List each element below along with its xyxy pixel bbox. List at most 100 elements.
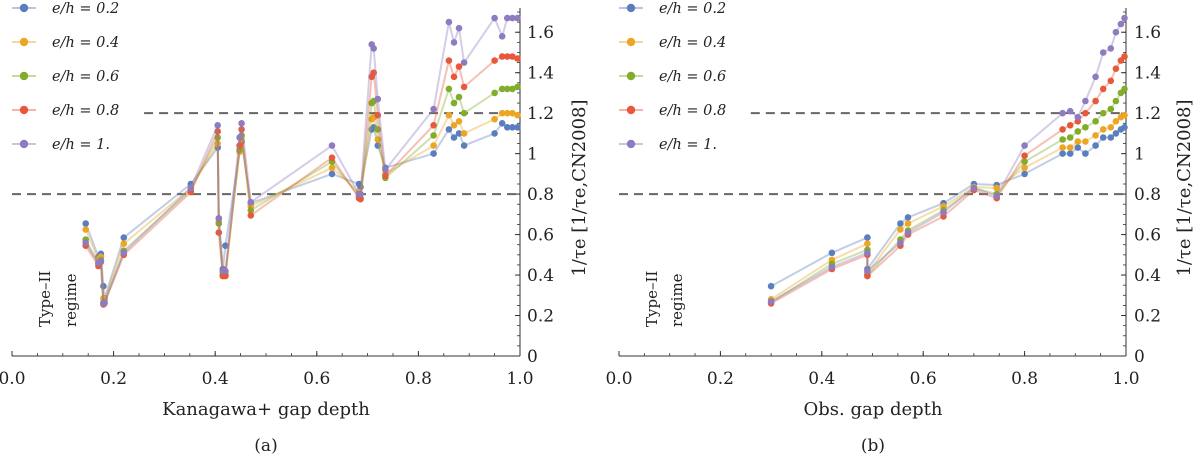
series-4 — [767, 53, 1128, 307]
data-point — [1121, 124, 1128, 131]
data-point — [1112, 28, 1120, 36]
data-point — [238, 120, 245, 127]
data-point — [215, 215, 223, 222]
data-point — [1121, 111, 1128, 119]
legend-item: e/h = 1. — [12, 137, 110, 153]
regime-label-line-2: regime — [668, 273, 686, 327]
legend-swatch-marker — [19, 139, 29, 149]
data-point — [491, 14, 498, 22]
data-point — [509, 109, 516, 117]
data-point — [1021, 158, 1028, 165]
legend-item: e/h = 0.6 — [12, 69, 119, 85]
data-point — [382, 172, 389, 180]
data-point — [236, 134, 243, 141]
data-point — [370, 45, 378, 52]
data-point — [445, 85, 453, 93]
data-point — [82, 239, 89, 246]
data-point — [247, 207, 255, 214]
legend-swatch-marker — [19, 71, 29, 81]
data-point — [455, 130, 463, 137]
data-point — [357, 190, 364, 198]
data-point — [993, 192, 1000, 200]
data-point — [940, 209, 947, 216]
y-tick-label: 0.2 — [1134, 307, 1161, 327]
data-point — [1066, 144, 1074, 151]
data-point — [828, 249, 836, 257]
data-point — [328, 170, 336, 178]
x-tick-label: 0.4 — [808, 369, 835, 389]
data-point — [514, 14, 521, 22]
data-point — [214, 140, 221, 147]
data-point — [445, 57, 453, 64]
data-point — [904, 220, 912, 227]
y-tick-label: 0.6 — [1134, 226, 1161, 246]
y-tick-label: 1.6 — [1134, 23, 1161, 43]
data-point — [828, 263, 836, 271]
data-point — [445, 126, 453, 133]
data-point — [214, 134, 221, 141]
type-ii-regime-label: Type–II regime — [36, 271, 80, 327]
data-point — [450, 73, 458, 81]
data-point — [491, 130, 498, 137]
series-line — [84, 17, 518, 305]
data-point — [1107, 45, 1115, 52]
legend-label: e/h = 0.2 — [659, 1, 726, 17]
data-point — [445, 111, 453, 119]
data-point — [460, 83, 468, 91]
regime-label-line-1: Type–II — [36, 271, 54, 327]
data-point — [222, 242, 229, 249]
data-point — [514, 83, 521, 91]
legend-item: e/h = 0.4 — [12, 35, 119, 51]
data-point — [498, 53, 506, 60]
legend-swatch-marker — [19, 3, 29, 13]
data-point — [1092, 118, 1099, 125]
x-axis-label: Kanagawa+ gap depth — [162, 399, 370, 420]
data-point — [904, 214, 912, 221]
data-point — [904, 229, 912, 236]
y-tick-label: 1.4 — [527, 64, 554, 84]
data-point — [1107, 134, 1115, 141]
legend-label: e/h = 0.4 — [659, 35, 726, 51]
legend-label: e/h = 0.6 — [52, 69, 119, 85]
data-point — [1099, 85, 1107, 93]
data-point — [1092, 142, 1099, 149]
data-point — [864, 267, 871, 275]
data-point — [498, 109, 506, 117]
legend-label: e/h = 0.6 — [659, 69, 726, 85]
data-point — [374, 136, 382, 143]
regime-label-line-2: regime — [62, 273, 80, 327]
data-point — [455, 63, 463, 70]
series-line — [770, 55, 1126, 305]
data-point — [460, 142, 468, 149]
y-axis-label: 1/τe [1/τe,CN2008] — [1174, 99, 1195, 276]
data-point — [222, 267, 229, 275]
data-point — [1099, 126, 1107, 133]
series-5 — [82, 14, 521, 307]
data-point — [460, 130, 468, 137]
data-point — [897, 239, 904, 246]
data-point — [1121, 14, 1128, 22]
caption-a: (a) — [254, 436, 277, 456]
data-point — [1066, 150, 1074, 157]
series-4 — [82, 53, 521, 308]
data-point — [1059, 144, 1066, 151]
data-point — [430, 105, 437, 113]
panel-a-kanagawa-gap-depth: 0.0 0.2 0.4 0.6 0.8 1.00 0.2 0.4 0.6 0.8 1 1.2 1.4 1.… — [0, 1, 590, 420]
y-tick-label: 0 — [1134, 347, 1145, 367]
data-point — [382, 166, 389, 174]
data-point — [504, 85, 511, 93]
series-line — [84, 112, 518, 302]
x-tick-label: 1.0 — [1112, 369, 1139, 389]
data-point — [514, 124, 521, 131]
legend-label: e/h = 0.8 — [52, 103, 119, 119]
data-point — [498, 120, 506, 127]
y-tick-label: 1.6 — [527, 23, 554, 43]
y-tick-label: 1.2 — [527, 104, 554, 124]
legend-item: e/h = 0.4 — [619, 35, 726, 51]
data-point — [328, 154, 336, 161]
legend: e/h = 0.2 e/h = 0.4 e/h = 0.6 e/h = 0.8 e/h … — [12, 1, 119, 153]
data-point — [1082, 97, 1089, 105]
legend-swatch-marker — [626, 37, 636, 47]
data-point — [100, 282, 107, 290]
data-point — [120, 234, 128, 241]
